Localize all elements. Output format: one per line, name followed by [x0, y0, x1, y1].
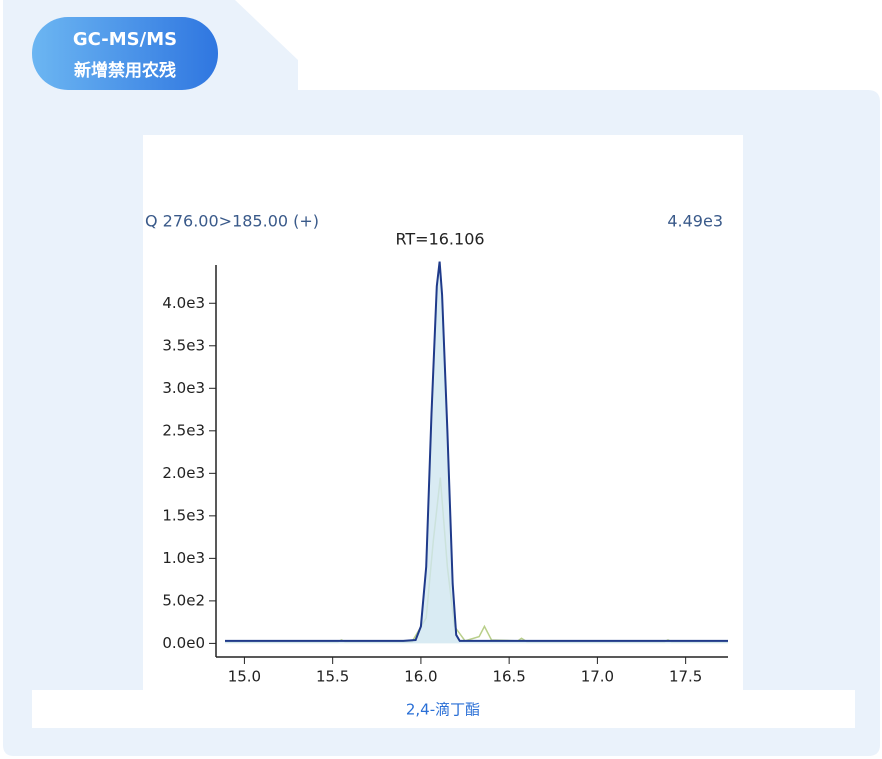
y-tick-label: 1.5e3 — [162, 506, 205, 524]
y-tick-label: 3.5e3 — [162, 336, 205, 354]
y-tick-label: 4.0e3 — [162, 294, 205, 312]
y-tick-label: 2.0e3 — [162, 464, 205, 482]
annotation: RT=16.106 — [395, 230, 484, 249]
caption: 2,4-滴丁酯 — [406, 701, 480, 719]
badge-line: GC-MS/MS — [73, 29, 177, 50]
x-tick-label: 16.0 — [404, 668, 437, 686]
x-tick-label: 15.5 — [316, 668, 349, 686]
y-tick-label: 3.0e3 — [162, 379, 205, 397]
trace — [225, 261, 728, 642]
y-tick-label: 2.5e3 — [162, 421, 205, 439]
x-tick-label: 15.0 — [228, 668, 261, 686]
x-tick-label: 17.5 — [669, 668, 702, 686]
y-tick-label: 0.0e0 — [162, 634, 205, 652]
y-tick-label: 1.0e3 — [162, 549, 205, 567]
badge-line: 新增禁用农残 — [74, 60, 176, 81]
badge — [32, 17, 218, 90]
intensity-label: 4.49e3 — [667, 212, 723, 231]
caption-bar — [32, 690, 855, 728]
x-tick-label: 17.0 — [581, 668, 614, 686]
chart-title: Q 276.00>185.00 (+) — [145, 212, 319, 231]
y-tick-label: 5.0e2 — [162, 591, 205, 609]
x-tick-label: 16.5 — [492, 668, 525, 686]
